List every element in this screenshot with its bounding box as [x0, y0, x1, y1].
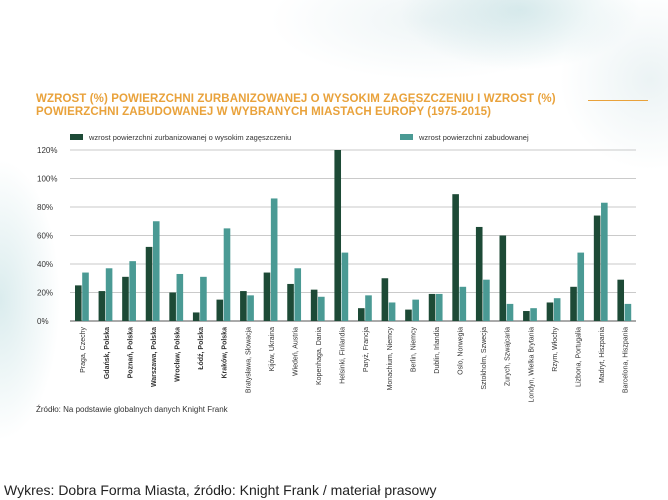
bar-high-density: [310, 289, 318, 321]
bar-high-density: [523, 311, 530, 321]
bar-high-density: [499, 235, 507, 321]
bar-high-density: [381, 278, 389, 321]
bar-built-up: [223, 228, 231, 321]
y-tick-label: 80%: [37, 203, 53, 212]
bar-built-up: [530, 308, 537, 321]
bar-high-density: [169, 292, 176, 321]
bar-high-density: [240, 291, 247, 321]
bar-high-density: [192, 312, 200, 321]
x-tick-label: Madryt, Hiszpania: [599, 327, 606, 383]
source-note: Źródło: Na podstawie globalnych danych K…: [36, 405, 228, 414]
x-tick-label: Zurych, Szwajcaria: [505, 327, 512, 386]
bar-built-up: [624, 303, 632, 321]
x-tick-label: Lizbona, Portugalia: [575, 327, 582, 387]
bar-built-up: [82, 272, 89, 321]
bar-built-up: [200, 276, 207, 321]
bar-high-density: [593, 215, 601, 321]
legend-swatch: [400, 134, 413, 140]
x-tick-label: Sztokholm, Szwecja: [481, 327, 488, 390]
y-tick-label: 100%: [37, 175, 57, 184]
image-caption: Wykres: Dobra Forma Miasta, źródło: Knig…: [4, 482, 437, 498]
x-tick-label: Oslo, Norwegia: [458, 327, 465, 375]
bar-high-density: [75, 285, 82, 321]
bar-high-density: [452, 194, 459, 321]
x-tick-label: Kijów, Ukraina: [269, 327, 276, 371]
bar-built-up: [247, 295, 254, 321]
bar-high-density: [428, 293, 436, 321]
bar-built-up: [412, 299, 419, 321]
bar-high-density: [122, 276, 129, 321]
bar-built-up: [388, 302, 396, 321]
y-tick-label: 60%: [37, 232, 53, 241]
x-tick-label: Rzym, Włochy: [552, 327, 559, 372]
x-tick-label: Praga, Czechy: [80, 327, 87, 373]
bar-high-density: [475, 226, 483, 321]
title-rule: [588, 100, 648, 101]
legend-label: wzrost powierzchni zabudowanej: [418, 133, 529, 142]
bar-high-density: [216, 299, 224, 321]
y-tick-label: 0%: [37, 317, 49, 326]
bar-built-up: [365, 295, 372, 321]
bar-high-density: [405, 309, 412, 321]
x-tick-label: Paryż, Francja: [363, 327, 370, 372]
bar-built-up: [270, 198, 278, 321]
chart: 0% 20% 40% 60% 80% 100% 120% wzrost powierzchni…: [37, 133, 636, 403]
x-tick-label: Dublin, Irlandia: [434, 327, 441, 374]
chart-title: WZROST (%) POWIERZCHNI ZURBANIZOWANEJ O …: [36, 93, 556, 118]
bar-built-up: [483, 279, 490, 321]
bar-high-density: [617, 279, 625, 321]
bar-built-up: [435, 293, 443, 321]
bar-built-up: [294, 268, 302, 321]
x-tick-label: Poznań, Polska: [127, 327, 134, 378]
legend-swatch: [70, 134, 83, 140]
x-tick-label: Helsinki, Finlandia: [340, 327, 347, 384]
x-tick-label: Gdańsk, Polska: [104, 327, 111, 379]
x-tick-label: Kopenhaga, Dania: [316, 327, 323, 385]
y-tick-label: 20%: [37, 289, 53, 298]
bar-high-density: [145, 246, 153, 321]
x-tick-label: Kraków, Polska: [222, 327, 229, 379]
legend-label: wzrost powierzchni zurbanizowanej o wyso…: [88, 133, 291, 142]
x-tick-label: Warszawa, Polska: [151, 327, 158, 387]
bar-high-density: [358, 308, 365, 321]
bar-built-up: [176, 273, 184, 321]
x-tick-label: Barcelona, Hiszpania: [623, 327, 630, 393]
bar-built-up: [553, 298, 561, 321]
bar-built-up: [318, 296, 325, 321]
bar-built-up: [341, 252, 349, 321]
x-tick-label: Wiedeń, Austria: [292, 327, 299, 376]
x-tick-label: Wrocław, Polska: [175, 327, 182, 382]
bar-built-up: [152, 221, 160, 321]
bar-high-density: [334, 150, 342, 321]
bar-high-density: [570, 286, 577, 321]
bar-built-up: [105, 268, 113, 321]
bar-high-density: [546, 302, 554, 321]
bar-built-up: [601, 202, 608, 321]
bar-built-up: [506, 303, 514, 321]
bar-high-density: [98, 291, 106, 321]
x-tick-label: Bratysława, Słowacja: [245, 327, 252, 393]
x-tick-label: Monachium, Niemcy: [387, 327, 394, 391]
y-tick-label: 120%: [37, 146, 57, 155]
x-tick-label: Londyn, Wielka Brytania: [528, 327, 535, 403]
bar-high-density: [287, 283, 294, 321]
bar-high-density: [263, 272, 271, 321]
y-tick-label: 40%: [37, 260, 53, 269]
x-tick-label: Łódź, Polska: [198, 327, 205, 370]
x-tick-label: Berlin, Niemcy: [410, 327, 417, 373]
bar-built-up: [129, 261, 136, 321]
bar-built-up: [577, 252, 585, 321]
bar-built-up: [459, 286, 467, 321]
